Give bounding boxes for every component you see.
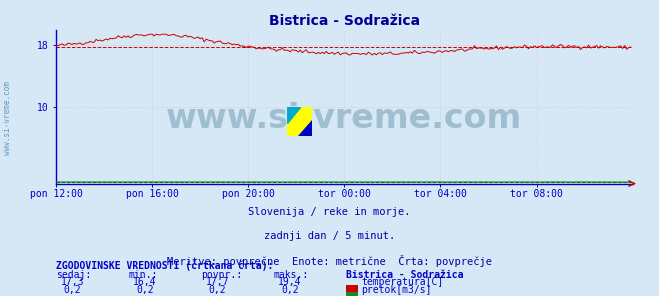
- Text: povpr.:: povpr.:: [201, 270, 242, 280]
- Text: 0,2: 0,2: [136, 284, 154, 295]
- Text: Meritve: povprečne  Enote: metrične  Črta: povprečje: Meritve: povprečne Enote: metrične Črta:…: [167, 255, 492, 267]
- Text: 0,2: 0,2: [281, 284, 299, 295]
- Polygon shape: [287, 107, 301, 123]
- Text: pretok[m3/s]: pretok[m3/s]: [361, 284, 432, 295]
- Text: www.si-vreme.com: www.si-vreme.com: [3, 81, 13, 155]
- Text: Bistrica - Sodražica: Bistrica - Sodražica: [346, 270, 463, 280]
- Text: Slovenija / reke in morje.: Slovenija / reke in morje.: [248, 207, 411, 217]
- Polygon shape: [298, 120, 312, 136]
- Text: 0,2: 0,2: [209, 284, 226, 295]
- Text: zadnji dan / 5 minut.: zadnji dan / 5 minut.: [264, 231, 395, 241]
- Text: 19,4: 19,4: [278, 277, 302, 287]
- Text: ZGODOVINSKE VREDNOSTI (črtkana črta):: ZGODOVINSKE VREDNOSTI (črtkana črta):: [56, 260, 273, 271]
- Text: temperatura[C]: temperatura[C]: [361, 277, 444, 287]
- Text: sedaj:: sedaj:: [56, 270, 91, 280]
- Text: 0,2: 0,2: [64, 284, 81, 295]
- Text: maks.:: maks.:: [273, 270, 308, 280]
- Title: Bistrica - Sodražica: Bistrica - Sodražica: [269, 15, 420, 28]
- Text: 17,7: 17,7: [206, 277, 229, 287]
- Text: www.si-vreme.com: www.si-vreme.com: [166, 102, 523, 135]
- Text: 16,4: 16,4: [133, 277, 157, 287]
- Text: 17,3: 17,3: [61, 277, 84, 287]
- Text: min.:: min.:: [129, 270, 158, 280]
